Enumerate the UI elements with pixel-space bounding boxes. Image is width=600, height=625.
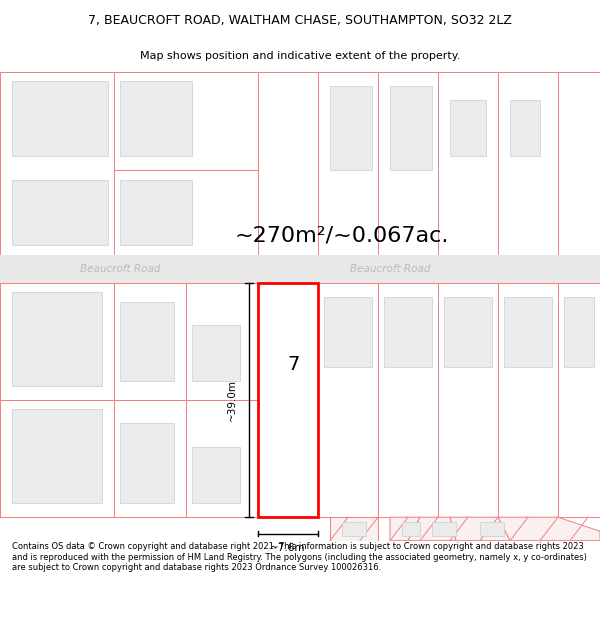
Polygon shape — [342, 522, 366, 536]
Bar — [438, 72, 498, 255]
Bar — [378, 72, 438, 255]
Bar — [504, 297, 552, 367]
Bar — [0, 72, 114, 255]
Bar — [120, 301, 174, 381]
Bar — [318, 282, 378, 518]
Text: 7, BEAUCROFT ROAD, WALTHAM CHASE, SOUTHAMPTON, SO32 2LZ: 7, BEAUCROFT ROAD, WALTHAM CHASE, SOUTHA… — [88, 14, 512, 27]
Polygon shape — [450, 518, 510, 541]
Bar — [114, 282, 186, 518]
Bar — [0, 170, 258, 255]
Bar — [0, 72, 258, 170]
Text: Map shows position and indicative extent of the property.: Map shows position and indicative extent… — [140, 51, 460, 61]
Text: Contains OS data © Crown copyright and database right 2021. This information is : Contains OS data © Crown copyright and d… — [12, 542, 587, 572]
Polygon shape — [498, 518, 600, 541]
Bar — [558, 282, 600, 518]
Polygon shape — [480, 522, 504, 536]
Text: 7: 7 — [288, 356, 300, 374]
Text: Beaucroft Road: Beaucroft Road — [80, 264, 160, 274]
Text: ~270m²/~0.067ac.: ~270m²/~0.067ac. — [235, 225, 449, 245]
Bar — [12, 409, 102, 503]
Bar — [12, 180, 108, 245]
Bar — [120, 424, 174, 503]
Bar — [0, 282, 114, 400]
Bar — [120, 180, 192, 245]
Polygon shape — [402, 522, 420, 536]
Bar — [12, 292, 102, 386]
Bar — [558, 72, 600, 255]
Bar — [186, 400, 258, 518]
Bar — [564, 297, 594, 367]
Bar — [444, 297, 492, 367]
Bar — [12, 81, 108, 156]
Bar — [0, 255, 600, 282]
Text: ~7.6m: ~7.6m — [270, 543, 306, 553]
Polygon shape — [390, 518, 420, 541]
Text: Beaucroft Road: Beaucroft Road — [350, 264, 430, 274]
Bar — [114, 282, 186, 400]
Bar — [390, 86, 432, 170]
Text: ~39.0m: ~39.0m — [227, 379, 237, 421]
Bar — [120, 81, 192, 156]
Bar — [0, 400, 114, 518]
Bar — [192, 447, 240, 503]
Bar — [378, 282, 438, 518]
Bar — [330, 86, 372, 170]
Bar — [186, 282, 258, 518]
Bar — [510, 100, 540, 156]
Polygon shape — [408, 518, 456, 541]
Bar — [114, 400, 186, 518]
Bar — [324, 297, 372, 367]
Polygon shape — [432, 522, 456, 536]
Bar — [438, 282, 498, 518]
Bar — [498, 72, 558, 255]
Bar — [258, 72, 318, 255]
Bar — [258, 282, 318, 518]
Bar — [0, 282, 114, 518]
Bar — [318, 72, 378, 255]
Bar — [384, 297, 432, 367]
Bar — [186, 282, 258, 400]
Bar — [498, 282, 558, 518]
Bar — [192, 325, 240, 381]
Polygon shape — [330, 518, 378, 541]
Bar — [450, 100, 486, 156]
Bar — [0, 72, 258, 255]
